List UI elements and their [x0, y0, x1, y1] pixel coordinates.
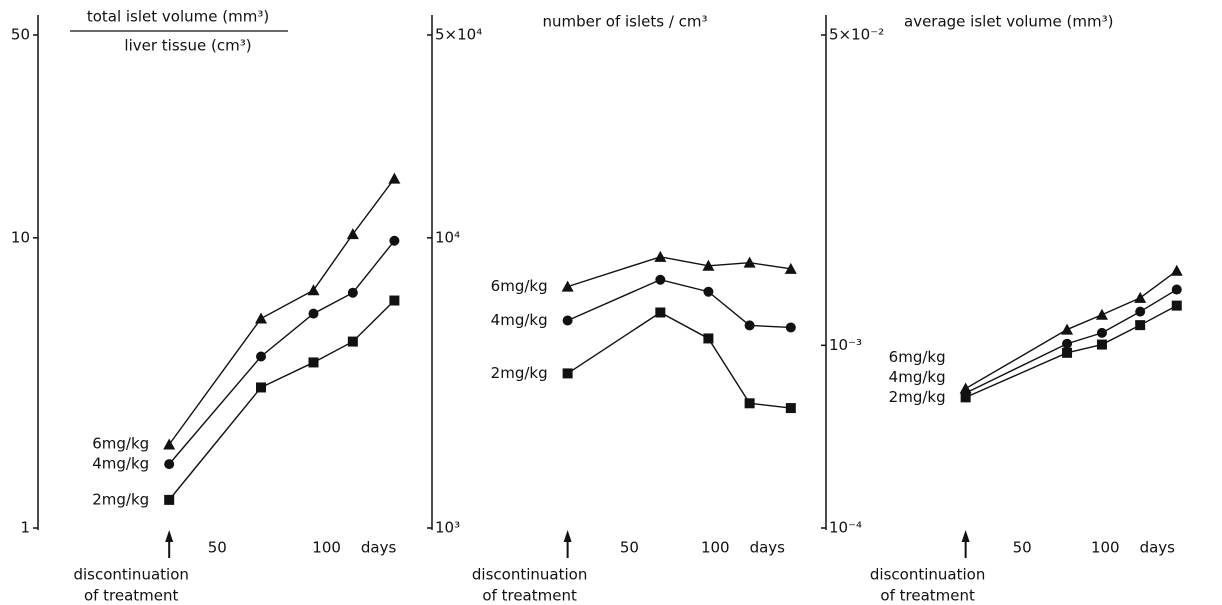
- y-tick-label: 5×10⁻²: [829, 26, 884, 44]
- marker: [389, 235, 400, 246]
- marker: [307, 284, 320, 296]
- marker: [164, 494, 175, 505]
- marker: [1062, 347, 1073, 358]
- y-tick-label: 10⁴: [435, 228, 460, 246]
- marker: [347, 287, 358, 298]
- legend-label: 6mg/kg: [92, 435, 149, 453]
- y-tick-label: 10: [11, 228, 30, 246]
- marker: [389, 295, 400, 306]
- marker: [562, 368, 573, 379]
- marker: [1171, 284, 1182, 295]
- x-tick-label: 100: [701, 539, 730, 557]
- marker: [784, 262, 797, 274]
- title: average islet volume (mm³): [904, 13, 1113, 31]
- x-tick-label: 50: [620, 539, 639, 557]
- series-line: [168, 300, 395, 501]
- annotation: of treatment: [482, 587, 577, 605]
- marker: [744, 398, 755, 409]
- marker: [1134, 291, 1147, 303]
- marker: [1096, 339, 1107, 350]
- marker: [256, 382, 267, 393]
- marker: [743, 256, 756, 268]
- marker: [255, 312, 268, 324]
- title: liver tissue (cm³): [124, 37, 251, 55]
- marker: [744, 320, 755, 331]
- marker: [388, 172, 401, 184]
- x-tick-label: 100: [312, 539, 341, 557]
- legend-label: 4mg/kg: [491, 311, 548, 329]
- marker: [308, 308, 319, 319]
- legend-label: 6mg/kg: [889, 348, 946, 366]
- marker: [1171, 300, 1182, 311]
- annotation: discontinuation: [870, 566, 985, 584]
- marker: [1170, 264, 1183, 276]
- marker: [1135, 306, 1146, 317]
- marker: [308, 357, 319, 368]
- marker: [163, 438, 176, 450]
- y-tick-label: 10³: [435, 519, 460, 537]
- legend-label: 4mg/kg: [92, 455, 149, 473]
- arrow-head: [165, 530, 174, 542]
- title: number of islets / cm³: [542, 13, 707, 31]
- annotation: of treatment: [880, 587, 975, 605]
- x-tick-label: 100: [1091, 539, 1120, 557]
- marker: [655, 274, 666, 285]
- y-tick-label: 50: [11, 26, 30, 44]
- x-tick-label: 50: [208, 539, 227, 557]
- arrow-head: [563, 530, 572, 542]
- series-line: [168, 178, 395, 445]
- x-label: days: [361, 539, 397, 557]
- x-label: days: [750, 539, 786, 557]
- annotation: discontinuation: [73, 566, 188, 584]
- legend-label: 2mg/kg: [491, 364, 548, 382]
- annotation: discontinuation: [472, 566, 587, 584]
- x-label: days: [1140, 539, 1176, 557]
- legend-label: 2mg/kg: [92, 490, 149, 508]
- marker: [1096, 327, 1107, 338]
- y-tick-label: 5×10⁴: [435, 26, 482, 44]
- marker: [164, 459, 175, 470]
- marker: [703, 333, 714, 344]
- marker: [654, 250, 667, 262]
- series-line: [567, 311, 791, 409]
- marker: [703, 286, 714, 297]
- marker: [1095, 308, 1108, 320]
- marker: [655, 307, 666, 318]
- marker: [561, 280, 574, 292]
- marker: [1135, 320, 1146, 331]
- marker: [1062, 338, 1073, 349]
- marker: [346, 228, 359, 240]
- marker: [1061, 323, 1074, 335]
- y-tick-label: 10⁻³: [829, 336, 862, 354]
- legend-label: 2mg/kg: [889, 388, 946, 406]
- marker: [702, 259, 715, 271]
- marker: [785, 403, 796, 414]
- y-tick-label: 10⁻⁴: [829, 519, 862, 537]
- marker: [256, 351, 267, 362]
- legend-label: 6mg/kg: [491, 277, 548, 295]
- title: total islet volume (mm³): [87, 8, 269, 26]
- marker: [562, 315, 573, 326]
- marker: [960, 392, 971, 403]
- arrow-head: [961, 530, 970, 542]
- series-line: [567, 256, 791, 288]
- y-tick-label: 1: [20, 519, 30, 537]
- annotation: of treatment: [84, 587, 179, 605]
- marker: [347, 336, 358, 347]
- marker: [785, 322, 796, 333]
- legend-label: 4mg/kg: [889, 368, 946, 386]
- series-line: [168, 240, 395, 465]
- x-tick-label: 50: [1013, 539, 1032, 557]
- series-line: [567, 279, 791, 329]
